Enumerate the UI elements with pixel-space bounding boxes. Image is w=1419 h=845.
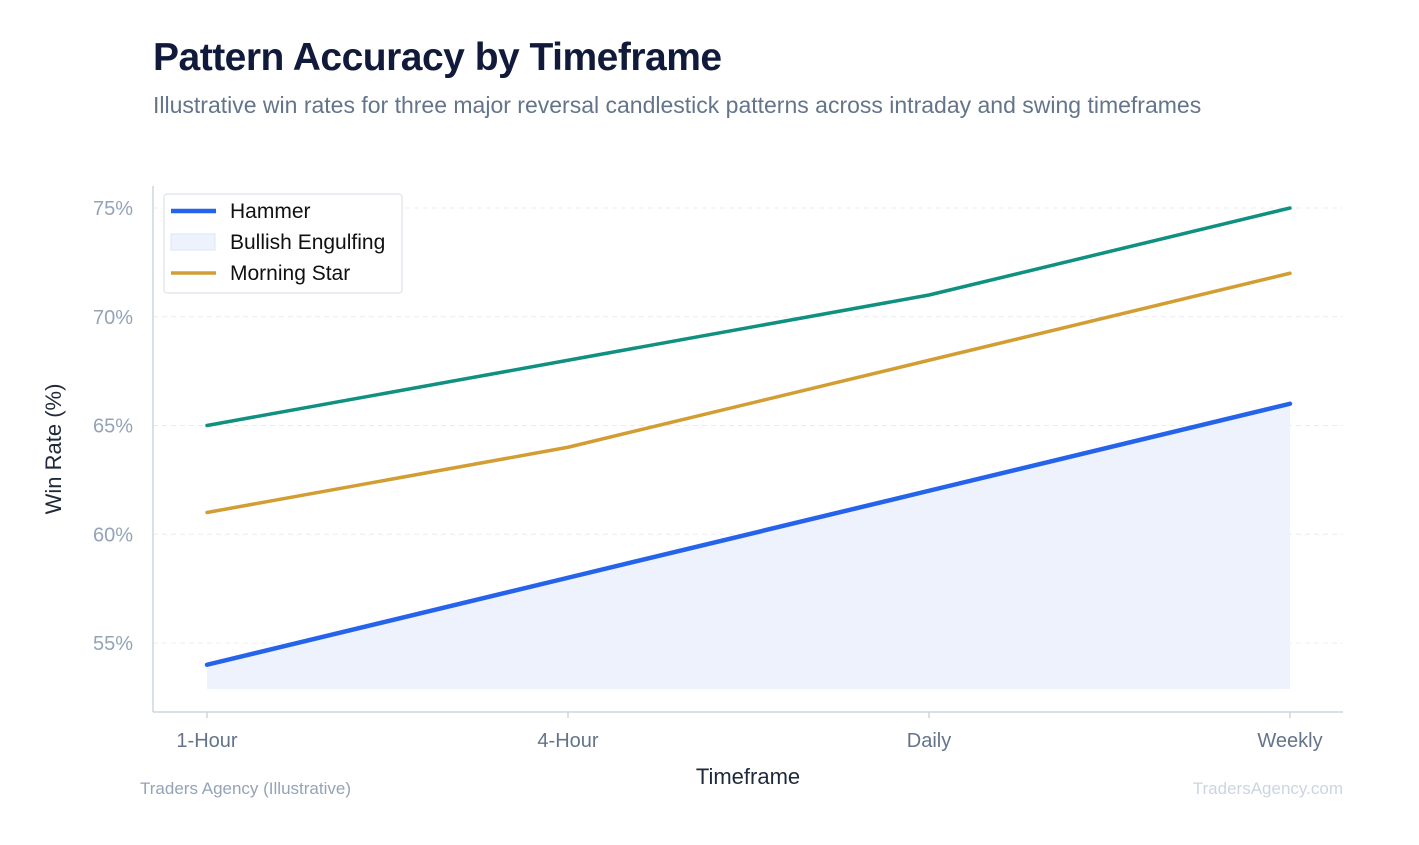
series-layer xyxy=(204,206,1293,667)
legend-swatch xyxy=(170,233,216,251)
axis-layer: 55% 60% 65% 70% 75% 1-Hour 4-Hour Daily Weekly Ti… xyxy=(41,186,1343,789)
x-tick-label: Weekly xyxy=(1257,730,1322,752)
legend: Hammer Bullish Engulfing Morning Star xyxy=(163,193,403,294)
series-line xyxy=(205,271,1292,515)
chart-title: Pattern Accuracy by Timeframe xyxy=(153,36,722,79)
legend-label: Morning Star xyxy=(230,262,350,285)
x-tick-label: 4-Hour xyxy=(537,730,598,752)
brand-watermark: TradersAgency.com xyxy=(1192,779,1343,798)
chart-subtitle: Illustrative win rates for three major r… xyxy=(153,92,1202,118)
legend-box xyxy=(163,193,403,294)
y-tick-label: 65% xyxy=(93,416,133,438)
x-axis-title: Timeframe xyxy=(696,764,800,789)
series-line xyxy=(205,206,1292,428)
legend-label: Bullish Engulfing xyxy=(230,231,385,254)
series-area-fill xyxy=(207,403,1290,689)
y-tick-label: 55% xyxy=(93,633,133,655)
y-axis-title: Win Rate (%) xyxy=(41,384,66,515)
y-tick-label: 70% xyxy=(93,307,133,329)
area-layer xyxy=(207,403,1290,689)
y-tick-label: 60% xyxy=(93,524,133,546)
series-line xyxy=(204,401,1293,667)
source-note: Traders Agency (Illustrative) xyxy=(140,779,351,798)
legend-label: Hammer xyxy=(230,200,311,223)
x-tick-label: 1-Hour xyxy=(176,730,237,752)
x-tick-label: Daily xyxy=(907,730,951,752)
y-tick-label: 75% xyxy=(93,198,133,220)
